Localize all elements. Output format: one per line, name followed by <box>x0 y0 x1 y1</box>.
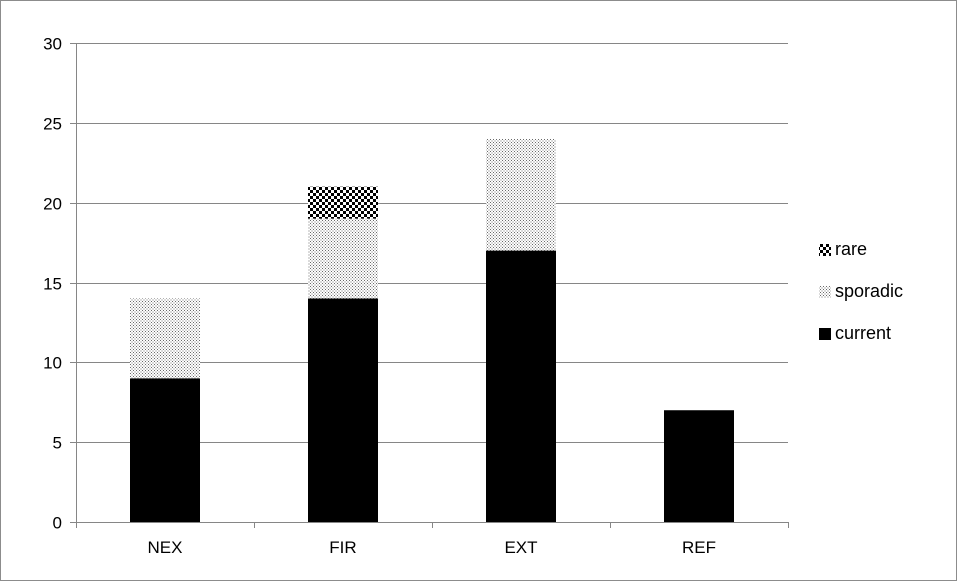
legend-swatch-current <box>819 328 831 340</box>
y-tick-label: 15 <box>43 275 62 294</box>
bar-sporadic-nex <box>130 298 200 379</box>
axes: 0 5 10 15 20 25 30 NEX FIR EXT REF <box>43 35 789 557</box>
y-tick-label: 5 <box>53 434 62 453</box>
bar-current-fir <box>308 298 378 522</box>
bar-current-ref <box>664 410 734 522</box>
bar-sporadic-fir <box>308 218 378 299</box>
x-tick-label: FIR <box>329 538 356 557</box>
y-tick-label: 10 <box>43 354 62 373</box>
bar-current-nex <box>130 378 200 522</box>
y-tick-label: 30 <box>43 35 62 54</box>
x-tick-label: NEX <box>148 538 183 557</box>
legend-label-rare: rare <box>835 239 867 259</box>
bar-sporadic-ext <box>486 138 556 251</box>
bar-rare-fir <box>308 186 378 219</box>
legend-swatch-rare <box>819 244 831 256</box>
y-tick-label: 25 <box>43 115 62 134</box>
legend: rare sporadic current <box>819 239 903 343</box>
x-tick-label: EXT <box>504 538 537 557</box>
legend-label-sporadic: sporadic <box>835 281 903 301</box>
legend-label-current: current <box>835 323 891 343</box>
bars <box>130 138 734 523</box>
bar-current-ext <box>486 250 556 523</box>
y-tick-label: 0 <box>53 514 62 533</box>
legend-swatch-sporadic <box>819 286 831 298</box>
x-tick-label: REF <box>682 538 716 557</box>
y-tick-label: 20 <box>43 195 62 214</box>
